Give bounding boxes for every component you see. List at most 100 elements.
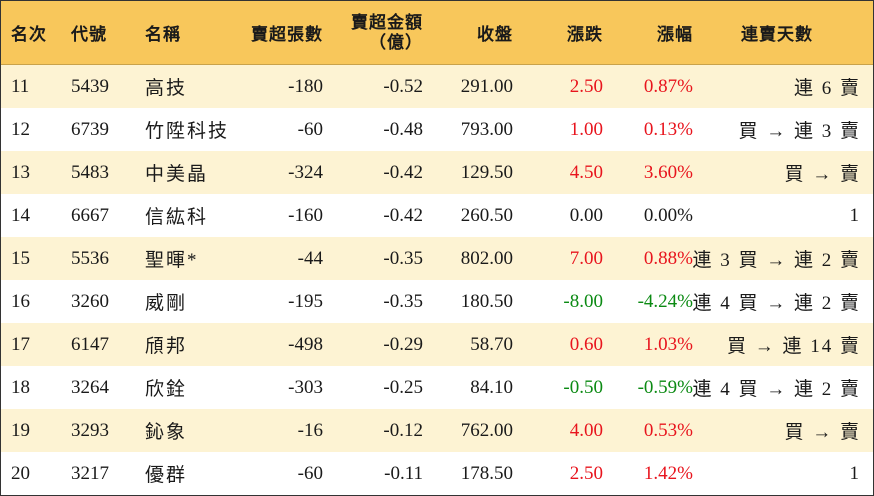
streak-cell: 買 → 賣 [784, 164, 861, 185]
table-row[interactable]: 11 5439 高技 -180 -0.52 291.00 2.50 0.87% 連 6 賣 [1, 65, 873, 108]
name-cell: 威剛 [145, 293, 188, 314]
close-cell: 178.50 [460, 462, 513, 484]
header-change[interactable]: 漲跌 [567, 25, 603, 44]
net-sell-lots-cell: -303 [288, 376, 323, 398]
table-row[interactable]: 18 3264 欣銓 -303 -0.25 84.10 -0.50 -0.59% 連 4 買 →… [1, 366, 873, 409]
net-sell-amount-cell: -0.42 [383, 161, 423, 183]
table-row[interactable]: 20 3217 優群 -60 -0.11 178.50 2.50 1.42% 1 [1, 452, 873, 495]
change-cell: 7.00 [569, 247, 603, 269]
close-cell: 84.10 [470, 376, 513, 398]
code-cell: 3217 [71, 462, 109, 484]
net-sell-amount-cell: -0.11 [384, 462, 423, 484]
code-cell: 3293 [71, 419, 109, 441]
close-cell: 291.00 [460, 75, 513, 97]
change-cell: 2.50 [569, 462, 603, 484]
rank-cell: 16 [11, 290, 30, 312]
header-change-pct[interactable]: 漲幅 [657, 25, 693, 44]
change-cell: 0.00 [569, 204, 603, 226]
streak-cell: 連 4 買 → 連 2 賣 [692, 293, 861, 314]
header-rank[interactable]: 名次 [11, 25, 47, 44]
net-sell-amount-cell: -0.35 [383, 290, 423, 312]
header-net-sell-amount[interactable]: 賣超金額 （億） [323, 1, 423, 64]
change-pct-cell: 1.03% [643, 333, 693, 355]
rank-cell: 11 [11, 75, 30, 97]
name-cell: 欣銓 [145, 379, 188, 400]
streak-cell: 連 3 買 → 連 2 賣 [692, 250, 861, 271]
change-cell: 0.60 [569, 333, 603, 355]
table-row[interactable]: 12 6739 竹陞科技 -60 -0.48 793.00 1.00 0.13% 買 → 連 3… [1, 108, 873, 151]
change-cell: 1.00 [569, 118, 603, 140]
close-cell: 260.50 [460, 204, 513, 226]
rank-cell: 12 [11, 118, 30, 140]
streak-cell: 連 4 買 → 連 2 賣 [692, 379, 861, 400]
table-row[interactable]: 16 3260 威剛 -195 -0.35 180.50 -8.00 -4.24% 連 4 買 … [1, 280, 873, 323]
code-cell: 6667 [71, 204, 109, 226]
name-cell: 頎邦 [145, 336, 188, 357]
rank-cell: 19 [11, 419, 30, 441]
rank-cell: 17 [11, 333, 30, 355]
net-sell-amount-cell: -0.29 [383, 333, 423, 355]
name-cell: 鈊象 [145, 422, 188, 443]
code-cell: 5536 [71, 247, 109, 269]
close-cell: 180.50 [460, 290, 513, 312]
header-net-sell-lots[interactable]: 賣超張數 [251, 25, 323, 44]
code-cell: 5439 [71, 75, 109, 97]
name-cell: 優群 [145, 465, 188, 486]
rank-cell: 20 [11, 462, 30, 484]
net-sell-lots-cell: -498 [288, 333, 323, 355]
change-cell: 4.00 [569, 419, 603, 441]
name-cell: 信紘科 [145, 207, 209, 228]
close-cell: 762.00 [460, 419, 513, 441]
table-row[interactable]: 13 5483 中美晶 -324 -0.42 129.50 4.50 3.60% 買 → 賣 [1, 151, 873, 194]
net-sell-amount-cell: -0.52 [383, 75, 423, 97]
net-sell-lots-cell: -324 [288, 161, 323, 183]
streak-cell: 買 → 賣 [784, 422, 861, 443]
header-close[interactable]: 收盤 [477, 25, 513, 44]
table-row[interactable]: 15 5536 聖暉* -44 -0.35 802.00 7.00 0.88% 連 3 買 → … [1, 237, 873, 280]
name-cell: 高技 [145, 78, 188, 99]
change-cell: -8.00 [563, 290, 603, 312]
table-row[interactable]: 17 6147 頎邦 -498 -0.29 58.70 0.60 1.03% 買 → 連 14 … [1, 323, 873, 366]
code-cell: 5483 [71, 161, 109, 183]
table-row[interactable]: 14 6667 信紘科 -160 -0.42 260.50 0.00 0.00% 1 [1, 194, 873, 237]
header-net-sell-amount-line2: （億） [369, 32, 423, 52]
close-cell: 802.00 [460, 247, 513, 269]
name-cell: 聖暉* [145, 250, 199, 271]
change-cell: -0.50 [563, 376, 603, 398]
name-cell: 竹陞科技 [145, 121, 230, 142]
streak-cell: 1 [849, 462, 861, 484]
streak-cell: 連 6 賣 [793, 78, 861, 99]
change-pct-cell: 0.53% [643, 419, 693, 441]
code-cell: 3260 [71, 290, 109, 312]
rank-cell: 14 [11, 204, 30, 226]
streak-cell: 買 → 連 14 賣 [726, 336, 861, 357]
net-sell-lots-cell: -180 [288, 75, 323, 97]
rank-cell: 15 [11, 247, 30, 269]
rank-cell: 13 [11, 161, 30, 183]
change-cell: 4.50 [569, 161, 603, 183]
code-cell: 3264 [71, 376, 109, 398]
header-code[interactable]: 代號 [71, 25, 107, 44]
change-pct-cell: 3.60% [643, 161, 693, 183]
table-row[interactable]: 19 3293 鈊象 -16 -0.12 762.00 4.00 0.53% 買 → 賣 [1, 409, 873, 452]
net-sell-lots-cell: -16 [297, 419, 323, 441]
net-sell-lots-cell: -60 [297, 462, 323, 484]
header-streak[interactable]: 連賣天數 [741, 25, 813, 44]
net-sell-amount-cell: -0.42 [383, 204, 423, 226]
change-pct-cell: 0.87% [643, 75, 693, 97]
close-cell: 129.50 [460, 161, 513, 183]
net-sell-lots-cell: -44 [297, 247, 323, 269]
header-net-sell-amount-line1: 賣超金額 [351, 12, 423, 32]
net-sell-lots-cell: -160 [288, 204, 323, 226]
header-name[interactable]: 名稱 [145, 25, 181, 44]
net-sell-amount-cell: -0.35 [383, 247, 423, 269]
close-cell: 58.70 [470, 333, 513, 355]
code-cell: 6147 [71, 333, 109, 355]
change-pct-cell: -0.59% [637, 376, 693, 398]
net-sell-lots-cell: -60 [297, 118, 323, 140]
code-cell: 6739 [71, 118, 109, 140]
rank-cell: 18 [11, 376, 30, 398]
change-pct-cell: -4.24% [637, 290, 693, 312]
net-sell-amount-cell: -0.48 [383, 118, 423, 140]
